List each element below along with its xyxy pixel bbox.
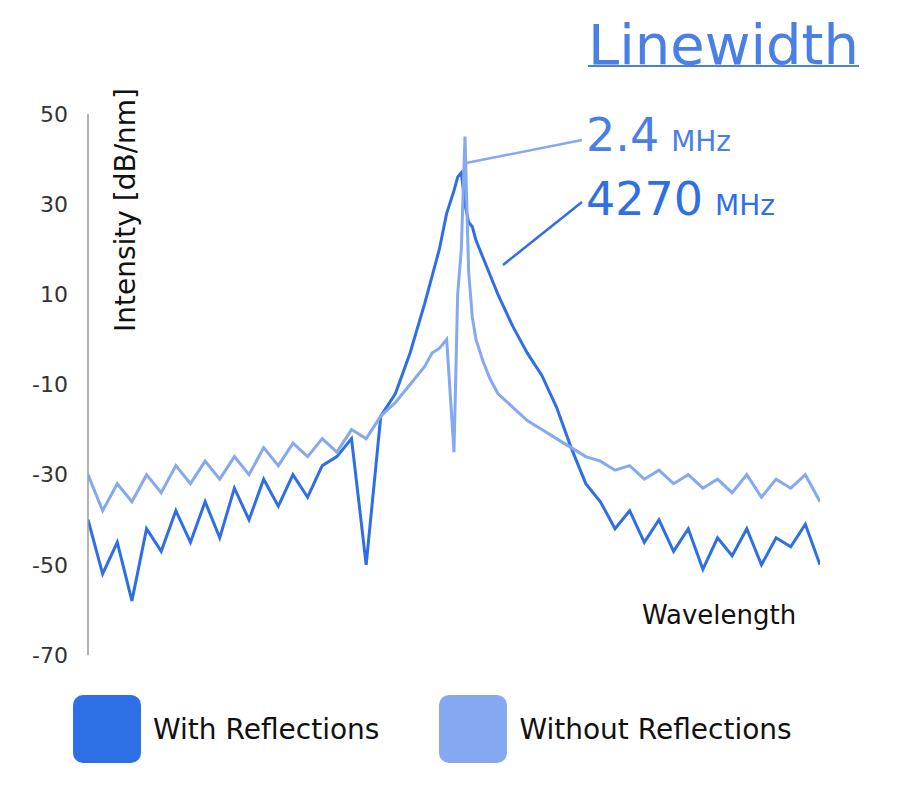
html-text:Linewidth: Linewidth [588, 12, 860, 77]
svg-text:30: 30 [40, 192, 68, 217]
svg-text:-50: -50 [32, 553, 68, 578]
svg-text:10: 10 [40, 282, 68, 307]
html-text:Wavelength: Wavelength [642, 600, 797, 630]
svg-text:-30: -30 [32, 462, 68, 487]
html-text:With Reflections: With Reflections [153, 712, 380, 746]
svg-text:-10: -10 [32, 372, 68, 397]
html-text:4270 MHz: 4270 MHz [586, 172, 775, 226]
html-text:2.4 MHz: 2.4 MHz [586, 108, 732, 162]
svg-text:50: 50 [40, 102, 68, 127]
html-text:Intensity [dB/nm]: Intensity [dB/nm] [108, 88, 142, 332]
svg-text:-70: -70 [32, 643, 68, 668]
html-text:Without Reflections: Without Reflections [519, 712, 792, 746]
